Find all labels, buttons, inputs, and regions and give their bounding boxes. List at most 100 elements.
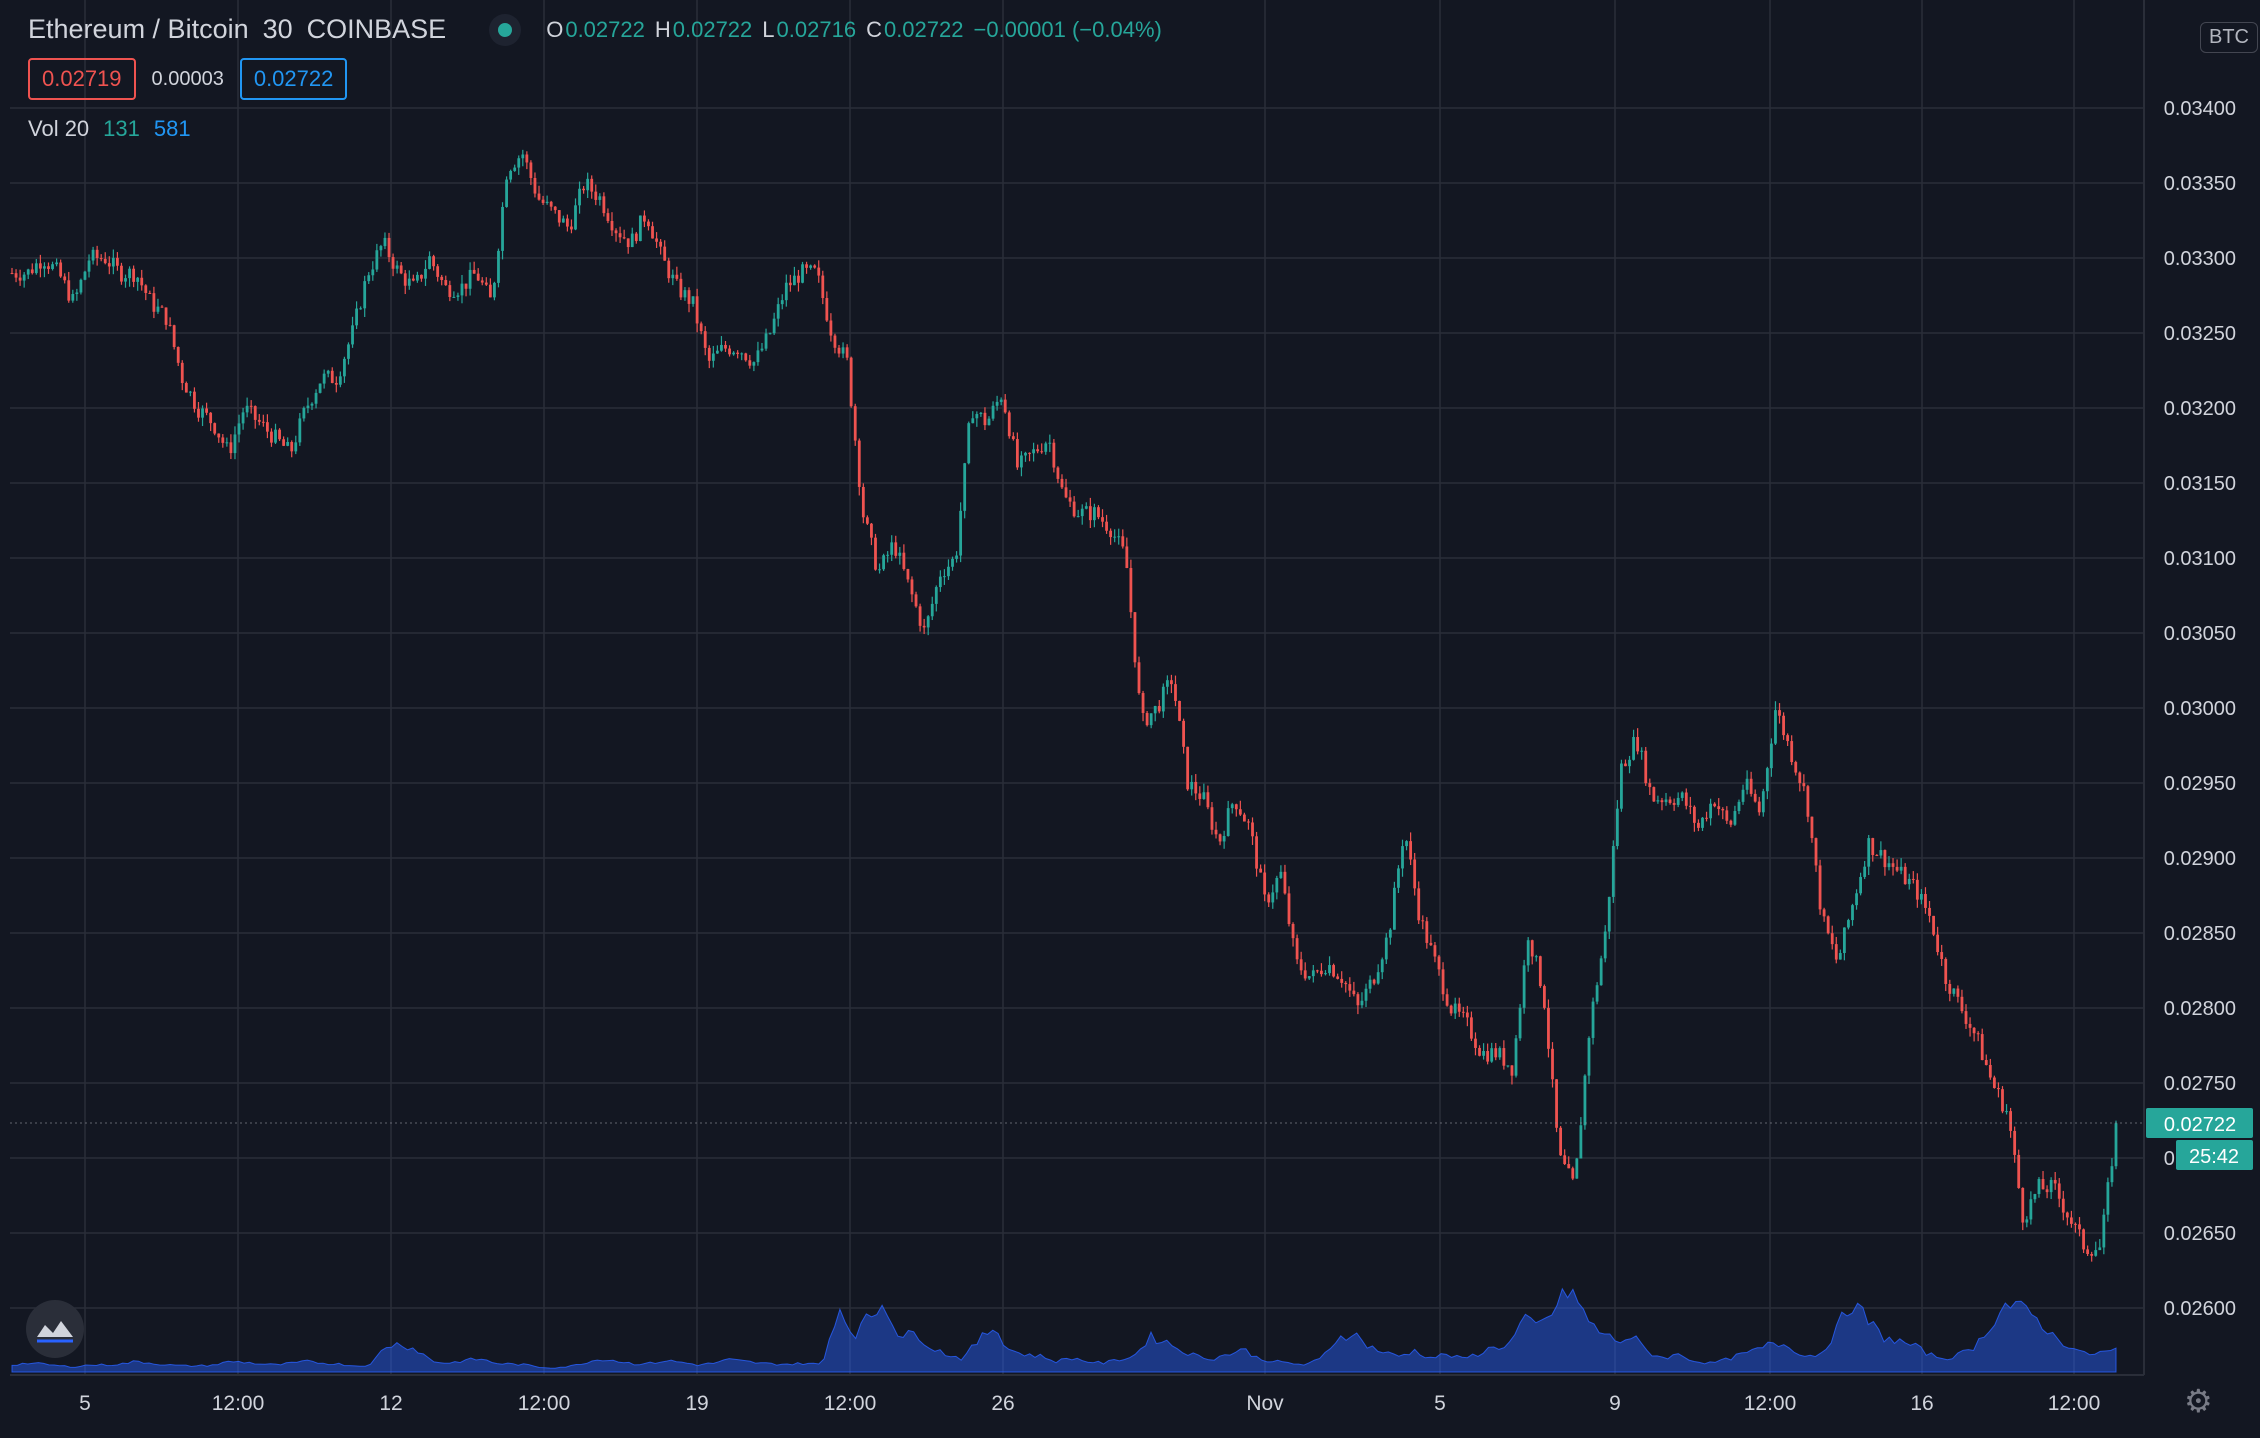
candle-body — [752, 362, 756, 366]
candle-body — [83, 271, 87, 280]
candle-body — [306, 405, 310, 409]
candle-body — [565, 218, 569, 227]
candle-body — [1076, 516, 1080, 518]
candle-body — [1980, 1034, 1984, 1061]
candle-body — [1863, 866, 1867, 877]
interval[interactable]: 30 — [262, 14, 293, 44]
candle-body — [1482, 1051, 1485, 1056]
candle-body — [1421, 920, 1425, 922]
candle-body — [2013, 1130, 2017, 1155]
candle-body — [2005, 1111, 2008, 1113]
candle-body — [1465, 1012, 1469, 1018]
candle-body — [38, 263, 42, 269]
candle-body — [79, 279, 83, 293]
sell-button[interactable]: 0.02719 — [28, 58, 136, 100]
candle-body — [699, 323, 703, 332]
candle-body — [1551, 1048, 1554, 1080]
candle-body — [772, 318, 776, 334]
buy-button[interactable]: 0.02722 — [239, 58, 348, 100]
candle-body — [1948, 983, 1952, 994]
candle-body — [2053, 1179, 2057, 1184]
candle-body — [1960, 996, 1964, 1012]
time-axis[interactable]: 5 12:00 12 12:00 19 12:00 26 Nov 5 9 12:00 16 12:00 — [79, 1392, 2100, 1415]
candle-body — [902, 552, 906, 570]
candle-body — [813, 265, 817, 268]
candle-body — [882, 555, 885, 570]
candle-body — [748, 360, 752, 366]
gear-icon[interactable]: ⚙ — [2184, 1383, 2213, 1419]
x-tick-label: 19 — [685, 1392, 708, 1415]
candle-body — [1190, 781, 1194, 790]
candle-body — [1007, 412, 1011, 437]
candle-body — [1259, 868, 1263, 873]
candle-body — [47, 266, 50, 269]
candle-body — [375, 250, 379, 270]
x-tick-label: 12:00 — [824, 1392, 877, 1415]
candle-body — [630, 233, 634, 248]
candle-body — [1794, 762, 1798, 773]
candle-body — [1453, 1003, 1457, 1014]
candle-body — [857, 440, 861, 487]
candle-body — [501, 206, 504, 251]
candle-body — [1182, 720, 1185, 747]
currency-badge[interactable]: BTC — [2200, 22, 2258, 53]
candle-body — [399, 265, 403, 274]
candle-body — [675, 274, 679, 279]
candle-body — [1084, 506, 1088, 509]
market-status-icon — [498, 22, 513, 37]
change-value: −0.00001 (−0.04%) — [973, 16, 1162, 42]
candle-body — [533, 177, 537, 194]
spread-value: 0.00003 — [151, 67, 224, 90]
candle-body — [756, 350, 760, 363]
candle-body — [1774, 710, 1777, 744]
candle-body — [1652, 787, 1656, 802]
volume-legend[interactable]: Vol 20 131 581 — [28, 116, 191, 142]
y-tick-label: 0.02600 — [2164, 1298, 2236, 1320]
candle-body — [1157, 706, 1161, 712]
candle-body — [809, 265, 813, 268]
candle-body — [1161, 686, 1165, 712]
x-tick-label: Nov — [1246, 1392, 1284, 1415]
x-tick-label: 12:00 — [2048, 1392, 2101, 1415]
symbol-name[interactable]: Ethereum / Bitcoin — [28, 14, 249, 44]
candle-body — [1303, 970, 1307, 979]
candle-body — [1737, 801, 1741, 812]
candle-body — [1267, 894, 1271, 903]
candle-body — [663, 246, 667, 261]
tradingview-logo-icon[interactable] — [26, 1300, 84, 1358]
candle-body — [1392, 887, 1396, 930]
candle-body — [1186, 746, 1190, 790]
candle-body — [424, 268, 427, 279]
candle-body — [1522, 965, 1526, 1008]
candle-body — [91, 249, 95, 261]
candle-body — [1717, 806, 1721, 810]
candle-body — [338, 376, 342, 385]
candle-body — [1701, 817, 1704, 828]
candle-body — [432, 256, 436, 267]
candle-body — [1425, 921, 1429, 943]
symbol-header[interactable]: Ethereum / Bitcoin 30 COINBASE O 0.02722… — [28, 14, 1162, 45]
candle-body — [1101, 517, 1104, 522]
candle-body — [594, 191, 598, 200]
candle-body — [1149, 713, 1153, 726]
candle-body — [910, 579, 914, 595]
candle-body — [43, 266, 46, 269]
candle-body — [586, 178, 590, 191]
bar-countdown-tag: 25:42 — [2176, 1140, 2253, 1170]
candle-body — [740, 353, 744, 355]
candle-body — [63, 276, 67, 281]
candle-body — [1920, 894, 1923, 900]
candle-body — [1802, 783, 1806, 787]
candle-body — [1838, 953, 1842, 960]
candle-body — [213, 423, 217, 434]
candle-body — [1810, 816, 1814, 839]
candle-body — [2061, 1198, 2065, 1213]
candle-body — [334, 382, 338, 385]
candle-body — [1713, 803, 1717, 807]
candle-body — [1688, 805, 1692, 807]
candle-body — [1782, 715, 1785, 736]
candle-body — [1003, 399, 1007, 413]
candle-body — [1871, 838, 1875, 856]
price-axis[interactable]: 0.03400 0.03350 0.03300 0.03250 0.03200 0.031… — [2164, 98, 2236, 1320]
